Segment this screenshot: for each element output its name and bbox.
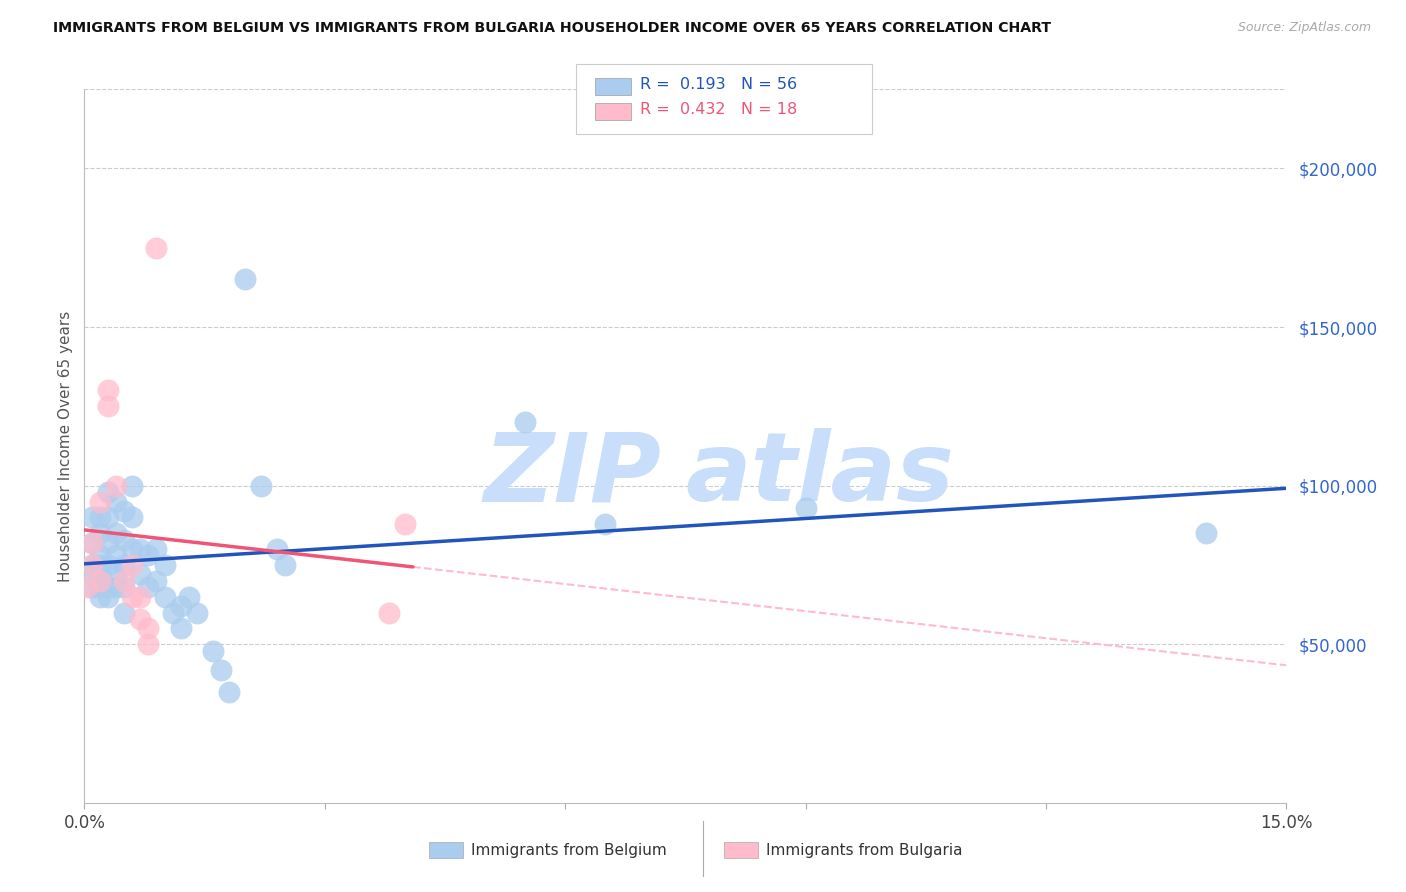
Point bbox=[97, 485, 120, 500]
Point bbox=[89, 510, 111, 524]
Point bbox=[82, 535, 104, 549]
Point bbox=[89, 526, 111, 541]
Point bbox=[105, 478, 128, 492]
Point bbox=[138, 637, 160, 651]
Point bbox=[394, 516, 416, 531]
Point bbox=[105, 494, 128, 508]
Point bbox=[97, 535, 120, 549]
Point bbox=[794, 500, 817, 515]
Text: Immigrants from Belgium: Immigrants from Belgium bbox=[471, 843, 666, 857]
Point bbox=[97, 590, 120, 604]
Text: R =  0.432   N = 18: R = 0.432 N = 18 bbox=[640, 102, 797, 117]
Point bbox=[89, 567, 111, 582]
Point bbox=[114, 504, 135, 518]
Point bbox=[97, 384, 120, 398]
Text: Immigrants from Bulgaria: Immigrants from Bulgaria bbox=[766, 843, 963, 857]
Point bbox=[105, 567, 128, 582]
Point bbox=[82, 558, 104, 572]
Point bbox=[138, 621, 160, 635]
Point bbox=[105, 549, 128, 563]
Point bbox=[153, 558, 176, 572]
Point bbox=[186, 606, 208, 620]
Point bbox=[129, 590, 152, 604]
Text: Source: ZipAtlas.com: Source: ZipAtlas.com bbox=[1237, 21, 1371, 34]
Point bbox=[89, 574, 111, 588]
Point bbox=[218, 685, 240, 699]
Point bbox=[153, 590, 176, 604]
Point bbox=[121, 478, 143, 492]
Point bbox=[89, 590, 111, 604]
Point bbox=[162, 606, 184, 620]
Point bbox=[145, 574, 167, 588]
Point bbox=[82, 567, 104, 582]
Point bbox=[76, 580, 98, 594]
Point bbox=[82, 558, 104, 572]
Point bbox=[177, 590, 200, 604]
Text: R =  0.193   N = 56: R = 0.193 N = 56 bbox=[640, 77, 797, 92]
Point bbox=[138, 580, 160, 594]
Point bbox=[145, 542, 167, 557]
Point bbox=[121, 542, 143, 557]
Point bbox=[114, 533, 135, 547]
Point bbox=[89, 494, 111, 508]
Point bbox=[129, 567, 152, 582]
Point bbox=[114, 558, 135, 572]
Point bbox=[169, 621, 191, 635]
Point bbox=[595, 516, 617, 531]
Point bbox=[89, 558, 111, 572]
Point bbox=[515, 415, 537, 429]
Point bbox=[114, 580, 135, 594]
Point bbox=[145, 241, 167, 255]
Point bbox=[249, 478, 271, 492]
Point bbox=[169, 599, 191, 614]
Point bbox=[105, 580, 128, 594]
Text: ZIP: ZIP bbox=[484, 428, 661, 521]
Point bbox=[266, 542, 288, 557]
Point bbox=[138, 549, 160, 563]
Point bbox=[209, 663, 232, 677]
Point bbox=[82, 510, 104, 524]
Point bbox=[1195, 526, 1218, 541]
Point bbox=[233, 272, 256, 286]
Point bbox=[105, 526, 128, 541]
Text: IMMIGRANTS FROM BELGIUM VS IMMIGRANTS FROM BULGARIA HOUSEHOLDER INCOME OVER 65 Y: IMMIGRANTS FROM BELGIUM VS IMMIGRANTS FR… bbox=[53, 21, 1052, 35]
Point bbox=[82, 580, 104, 594]
Y-axis label: Householder Income Over 65 years: Householder Income Over 65 years bbox=[58, 310, 73, 582]
Point bbox=[129, 542, 152, 557]
Point bbox=[129, 612, 152, 626]
Point bbox=[97, 580, 120, 594]
Point bbox=[97, 558, 120, 572]
Point bbox=[89, 549, 111, 563]
Point bbox=[121, 510, 143, 524]
Point bbox=[274, 558, 297, 572]
Point bbox=[114, 606, 135, 620]
Text: atlas: atlas bbox=[686, 428, 955, 521]
Point bbox=[89, 580, 111, 594]
Point bbox=[97, 510, 120, 524]
Point bbox=[201, 643, 224, 657]
Point bbox=[114, 574, 135, 588]
Point bbox=[89, 574, 111, 588]
Point bbox=[97, 400, 120, 414]
Point bbox=[121, 558, 143, 572]
Point bbox=[378, 606, 401, 620]
Point bbox=[121, 590, 143, 604]
Point bbox=[82, 535, 104, 549]
